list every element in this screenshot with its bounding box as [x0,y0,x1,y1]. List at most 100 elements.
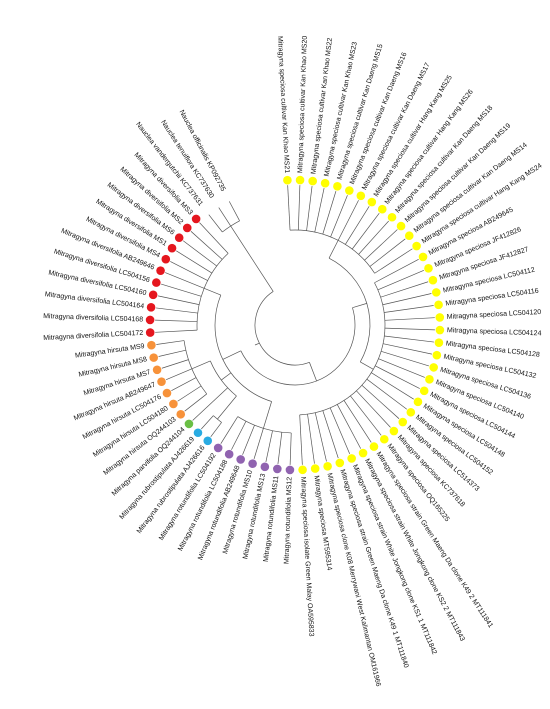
branch [307,414,315,464]
leaf-label: Mitragyna speciosa LC504120 [447,309,542,321]
branch [352,303,367,309]
branch [217,395,237,420]
branch [374,248,413,274]
leaf-dot [335,458,345,468]
leaf-dot [320,178,330,188]
branch [221,372,232,381]
branch [384,327,435,331]
leaf-dot [224,449,234,459]
branch [218,207,232,227]
leaf-dot [389,426,399,436]
branch [350,395,382,436]
leaf-dot [429,363,438,372]
branch [201,415,214,430]
leaf-dot [148,290,158,300]
branch [380,281,429,298]
branch [171,377,197,392]
leaf-dot [333,182,342,191]
leaf-dot [285,465,295,475]
leaf-dot [169,399,178,409]
branch [191,360,211,370]
branch [156,307,198,314]
branch [382,293,432,306]
branch [230,225,274,292]
branch [155,329,198,333]
leaf-dot [283,175,292,185]
leaf-dot [167,243,177,253]
leaf-dot [398,417,408,427]
leaf-dot [152,278,161,287]
branch [299,414,303,465]
branch [360,361,374,370]
leaf-dot [435,313,445,322]
leaf-dot [418,252,428,262]
branch [309,362,317,382]
branch-arc [196,253,229,331]
leaf-dot [162,388,172,398]
branch [375,365,420,389]
leaf-dot [310,464,320,473]
leaf-dot [425,375,434,384]
branch [204,287,221,296]
branch [165,272,205,289]
branch [176,250,213,274]
branch [157,295,200,305]
branch [337,200,359,241]
branch [199,222,229,254]
branch [263,401,272,429]
branch [182,240,217,267]
branch [369,238,406,267]
branch [165,368,193,381]
leaf-dot [367,197,377,207]
leaf-dot [424,264,433,273]
leaf-dot [146,303,156,312]
leaf-dot [182,223,192,233]
branch [380,350,429,367]
leaf-dot [369,442,379,451]
branch [297,185,301,231]
leaf-dot [260,462,270,472]
branch [242,425,255,455]
branch-arc [183,340,208,395]
leaf-label: Mitragyna speciosa LC504124 [447,327,542,337]
branch [289,432,292,465]
branch-arc [213,415,222,423]
branch [287,185,291,231]
branch [382,343,433,355]
leaf-dot [176,409,186,419]
branch [192,387,228,421]
leaf-label: Mitragyna speciosa cultivar Kan Khao MS2… [276,36,290,174]
leaf-dot [145,328,155,337]
branch [184,393,207,412]
leaf-label: Mitragyna diversifolia LC504168 [43,313,143,323]
root-branch [254,342,260,346]
branch [155,319,198,322]
branch-arc [299,282,386,416]
leaf-dot [434,338,444,347]
leaf-dot [419,386,429,396]
branch-arc [290,229,375,274]
branch-arc [214,294,272,402]
leaf-dot [149,353,159,362]
branch [208,214,223,233]
leaf-dot [193,428,203,438]
leaf-dot [431,288,441,297]
branch [384,335,434,343]
leaf-dot [161,254,171,264]
branch-arc [237,416,292,434]
leaf-dot [434,300,443,310]
branch [384,317,435,321]
branch [371,372,414,400]
leaf-dot [412,241,421,251]
leaf-dot [347,454,356,463]
leaf-dot [184,419,194,429]
branch [336,404,362,449]
branch [231,421,247,450]
branch [190,231,223,260]
leaf-dot [435,325,445,335]
branch [222,350,241,360]
leaf-label: Mitragyna rotundifolia MS11 [263,475,281,562]
branch [322,191,337,235]
